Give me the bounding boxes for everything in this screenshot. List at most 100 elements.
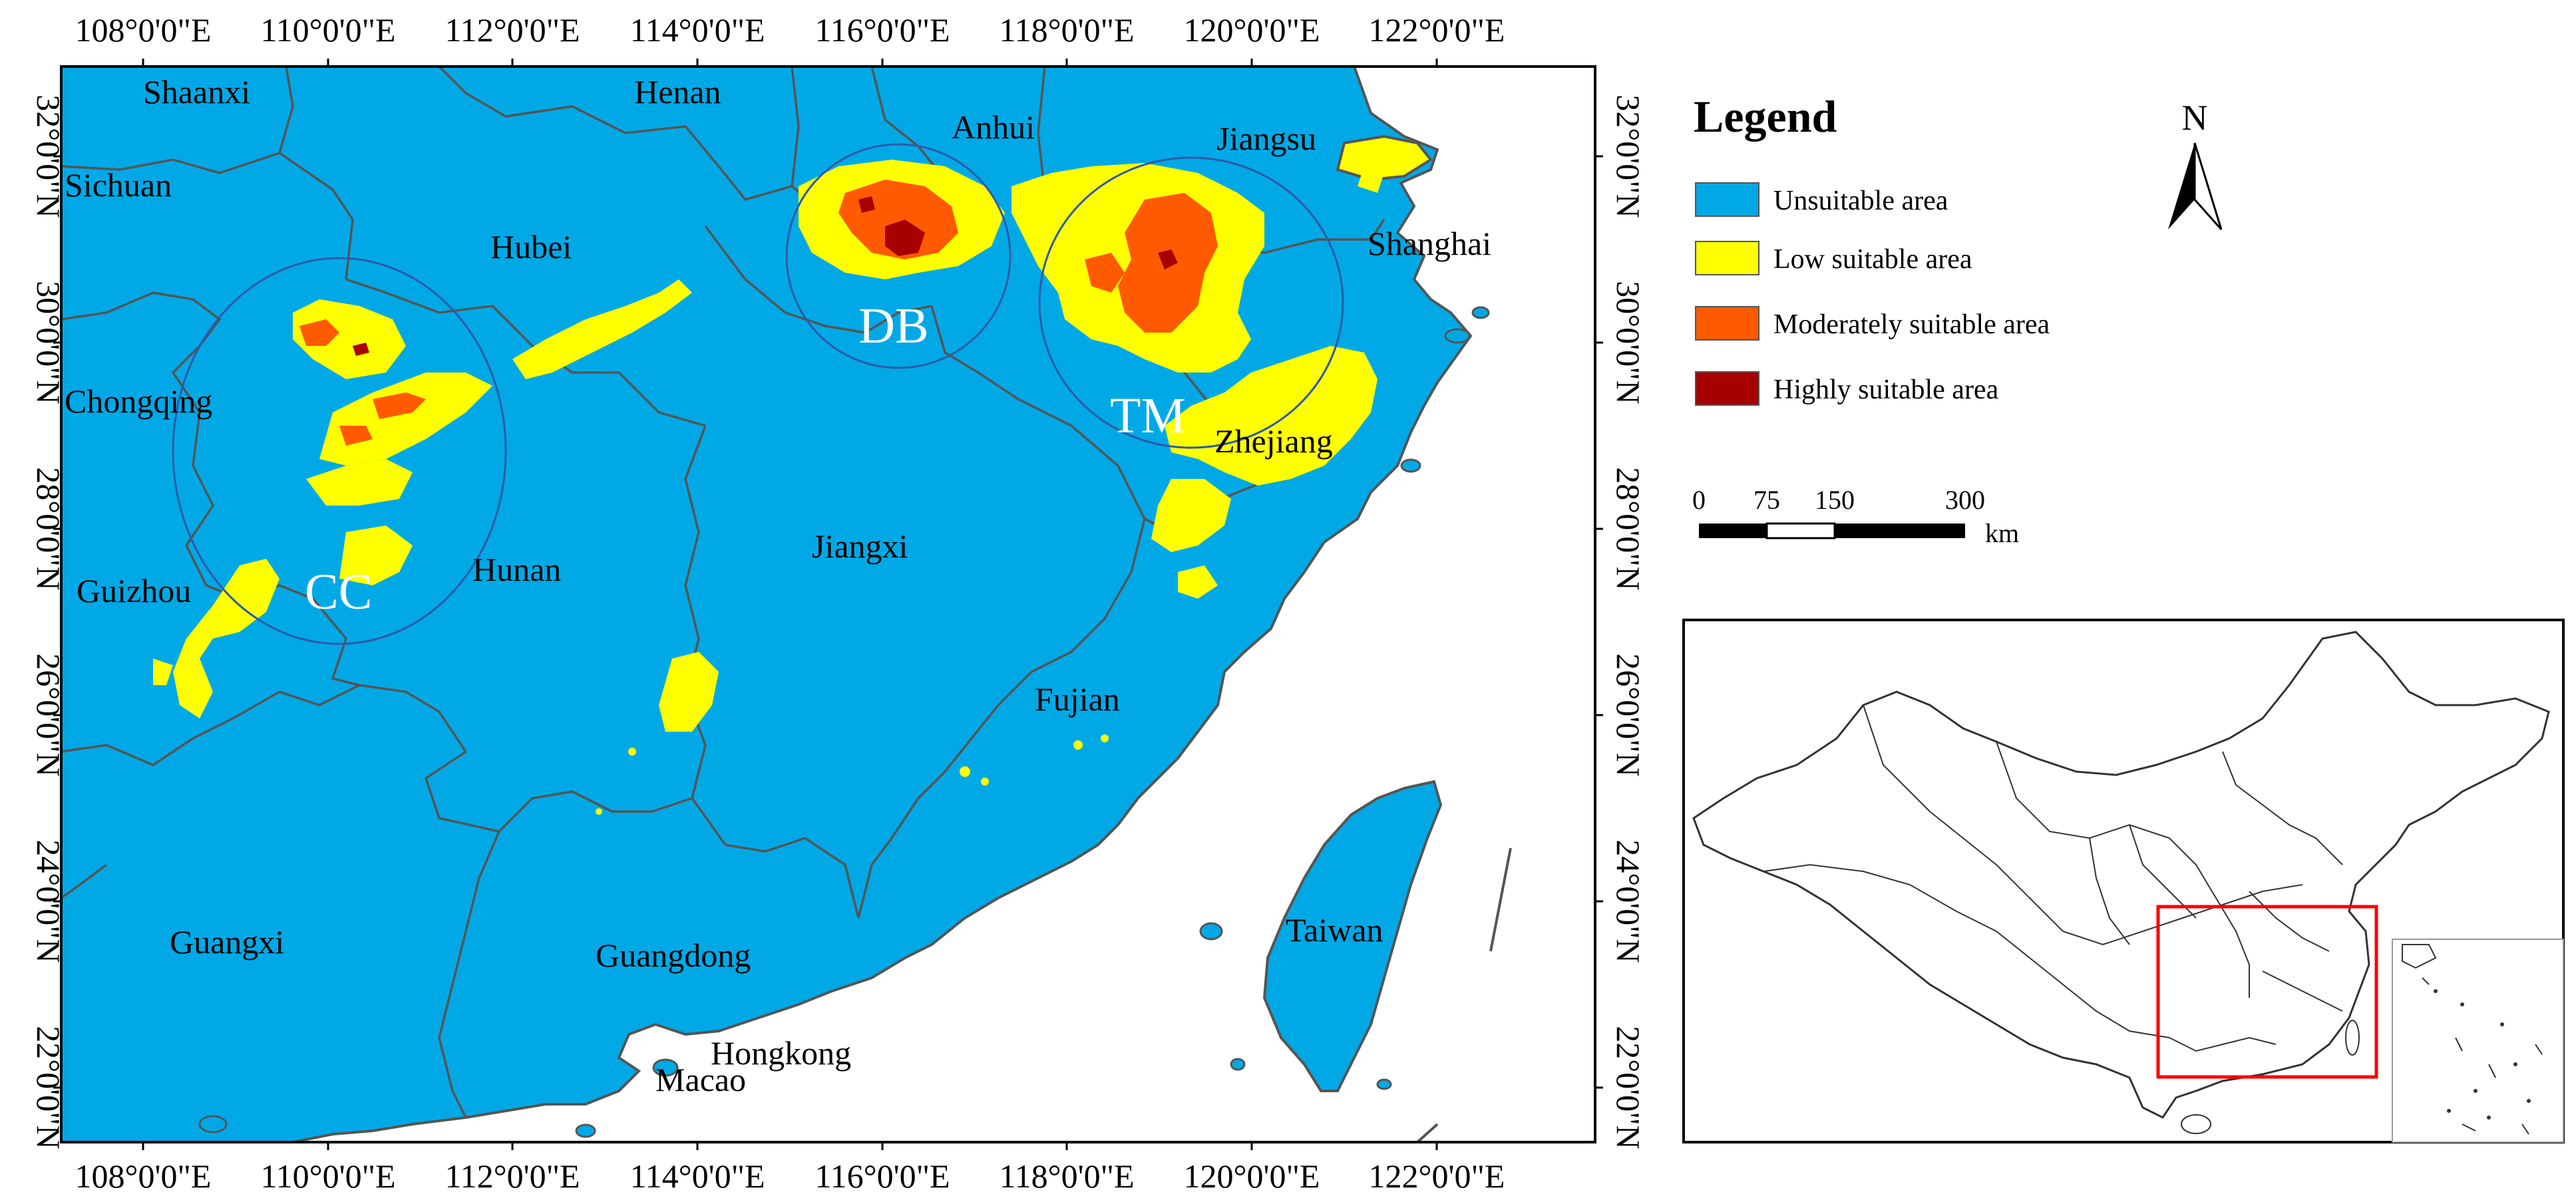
lon-label: 116°0'0"E	[815, 1157, 950, 1195]
lat-label: 22°0'0"N	[30, 1026, 67, 1149]
north-arrow-left-half	[2168, 143, 2195, 229]
lat-label: 28°0'0"N	[1610, 467, 1647, 591]
inset-province-lines	[1763, 704, 2343, 1052]
lon-label: 122°0'0"E	[1369, 11, 1505, 49]
lon-label: 108°0'0"E	[75, 11, 212, 49]
lat-label: 26°0'0"N	[1610, 653, 1647, 777]
legend-swatch-low	[1695, 241, 1759, 275]
legend-swatch-high	[1695, 371, 1759, 406]
province-label-hunan: Hunan	[472, 551, 561, 588]
north-arrow-label: N	[2182, 98, 2208, 138]
province-label-fujian: Fujian	[1035, 680, 1120, 718]
scale-tick-150: 150	[1815, 485, 1855, 515]
taiwan-island	[1262, 780, 1443, 1092]
region-label-cc: CC	[305, 564, 372, 620]
hainan-island	[2181, 1114, 2211, 1134]
highly-suitable-areas	[353, 196, 1178, 356]
chongming-island	[1336, 134, 1433, 182]
legend-label-low: Low suitable area	[1773, 244, 1972, 275]
longitude-labels-bottom: 108°0'0"E 110°0'0"E 112°0'0"E 114°0'0"E …	[75, 1157, 1505, 1195]
region-circle-db	[785, 143, 1012, 369]
province-label-jiangsu: Jiangsu	[1216, 120, 1316, 157]
lat-label: 30°0'0"N	[1610, 281, 1647, 404]
main-map: 108°0'0"E 110°0'0"E 112°0'0"E 114°0'0"E …	[30, 11, 1647, 1195]
latitude-labels-right: 32°0'0"N 30°0'0"N 28°0'0"N 26°0'0"N 24°0…	[1610, 94, 1647, 1149]
island-chain-line-2	[1416, 1123, 1439, 1142]
province-label-sichuan: Sichuan	[65, 166, 172, 204]
province-label-hubei: Hubei	[490, 228, 572, 265]
core-region-circles	[172, 143, 1344, 645]
south-sea-dashes	[2422, 977, 2543, 1135]
lat-label: 26°0'0"N	[30, 653, 67, 777]
lat-label: 32°0'0"N	[1610, 94, 1647, 218]
lon-label: 114°0'0"E	[630, 11, 765, 49]
province-label-jiangxi: Jiangxi	[812, 527, 908, 565]
province-label-henan: Henan	[634, 73, 721, 110]
north-arrow: N	[2168, 98, 2223, 230]
legend-label-unsuitable: Unsuitable area	[1773, 186, 1948, 216]
study-area-extent-box	[2156, 905, 2378, 1079]
province-label-taiwan: Taiwan	[1286, 911, 1383, 949]
legend: Legend Unsuitable area Low suitable area…	[1694, 91, 2050, 406]
lon-label: 110°0'0"E	[260, 11, 395, 49]
scale-segment-1	[1699, 524, 1767, 538]
legend-swatch-moderate	[1695, 306, 1759, 341]
province-label-shaanxi: Shaanxi	[143, 73, 250, 110]
scale-segment-3	[1835, 524, 1965, 538]
lat-label: 32°0'0"N	[30, 94, 67, 218]
province-label-macao: Macao	[655, 1061, 746, 1098]
scale-tick-75: 75	[1753, 485, 1780, 515]
province-label-anhui: Anhui	[952, 108, 1035, 146]
province-label-shanghai: Shanghai	[1368, 225, 1491, 262]
province-label-guizhou: Guizhou	[77, 572, 191, 609]
region-labels: CC DB TM	[305, 298, 1186, 620]
lon-label: 112°0'0"E	[445, 1157, 580, 1195]
province-label-chongqing: Chongqing	[65, 382, 212, 420]
legend-label-moderate: Moderately suitable area	[1773, 309, 2050, 340]
south-sea-islands	[2402, 944, 2531, 1120]
scale-tick-0: 0	[1692, 485, 1706, 515]
region-circle-tm	[1038, 156, 1344, 449]
region-label-db: DB	[858, 298, 929, 354]
north-arrow-right-half	[2193, 142, 2223, 230]
province-labels: Shaanxi Henan Sichuan Anhui Jiangsu Hube…	[65, 73, 1491, 1098]
lon-label: 116°0'0"E	[815, 11, 950, 49]
lon-label: 114°0'0"E	[630, 1157, 765, 1195]
scale-unit: km	[1985, 518, 2019, 548]
inset-map	[1682, 619, 2565, 1143]
map-frame	[60, 65, 1596, 1143]
legend-swatch-unsuitable	[1695, 182, 1759, 217]
lon-label: 118°0'0"E	[999, 11, 1134, 49]
scale-segment-2	[1765, 522, 1836, 539]
longitude-labels-top: 108°0'0"E 110°0'0"E 112°0'0"E 114°0'0"E …	[75, 11, 1505, 49]
scale-tick-300: 300	[1945, 485, 1985, 515]
lon-label: 120°0'0"E	[1184, 11, 1320, 49]
lat-label: 28°0'0"N	[30, 467, 67, 591]
scale-bar: 0 75 150 300 km	[1692, 485, 2019, 548]
province-label-guangdong: Guangdong	[596, 937, 751, 974]
province-label-guangxi: Guangxi	[170, 923, 284, 961]
china-outline	[1692, 631, 2550, 1119]
lon-label: 110°0'0"E	[260, 1157, 395, 1195]
graticule-ticks	[53, 59, 1603, 1150]
latitude-labels-left: 32°0'0"N 30°0'0"N 28°0'0"N 26°0'0"N 24°0…	[30, 94, 67, 1149]
lat-label: 30°0'0"N	[30, 281, 67, 404]
lon-label: 112°0'0"E	[445, 11, 580, 49]
lat-label: 24°0'0"N	[1610, 839, 1647, 963]
coastal-islets	[198, 306, 1490, 1138]
lat-label: 22°0'0"N	[1610, 1026, 1647, 1149]
legend-title: Legend	[1694, 91, 1837, 142]
inset-taiwan	[2345, 1020, 2360, 1056]
lat-label: 24°0'0"N	[30, 839, 67, 963]
south-china-sea-inset	[2392, 939, 2564, 1143]
lon-label: 122°0'0"E	[1369, 1157, 1505, 1195]
island-chain-line	[1489, 847, 1512, 952]
province-label-zhejiang: Zhejiang	[1214, 422, 1333, 460]
lon-label: 118°0'0"E	[999, 1157, 1134, 1195]
province-label-hongkong: Hongkong	[711, 1034, 851, 1072]
lon-label: 108°0'0"E	[75, 1157, 212, 1195]
legend-label-high: Highly suitable area	[1773, 375, 1999, 405]
lon-label: 120°0'0"E	[1184, 1157, 1320, 1195]
region-label-tm: TM	[1110, 388, 1186, 444]
